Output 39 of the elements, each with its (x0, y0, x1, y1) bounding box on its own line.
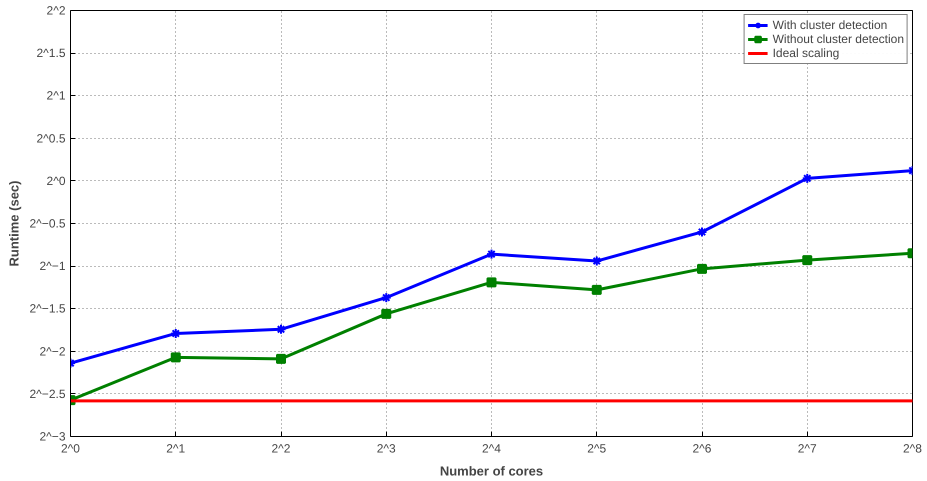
point (591, 256, 602, 267)
legend-label: Ideal scaling (772, 46, 840, 60)
point (486, 277, 496, 288)
y-tick-label: 2^−2.5 (30, 386, 66, 401)
x-axis-title: Number of cores (440, 464, 544, 478)
y-axis-title: Runtime (sec) (6, 180, 22, 266)
point (381, 308, 392, 319)
y-tick-label: 2^0 (46, 174, 66, 188)
y-tick-label: 2^1.5 (36, 46, 66, 60)
point (276, 354, 286, 364)
x-tick-label: 2^0 (61, 442, 80, 456)
point (276, 324, 286, 335)
y-tick-label: 2^2 (46, 4, 66, 18)
y-tick-label: 2^−0.5 (30, 216, 66, 230)
y-tick-label: 2^−1.5 (30, 302, 66, 316)
x-tick-label: 2^8 (903, 442, 922, 456)
point (380, 292, 392, 304)
y-tick-label: 2^−3 (40, 430, 66, 444)
legend-label: Without cluster detection (772, 32, 904, 46)
x-tick-label: 2^4 (482, 442, 502, 456)
point (697, 264, 707, 274)
point (170, 352, 181, 362)
x-tick-label: 2^7 (798, 442, 818, 456)
point (170, 328, 182, 339)
point (802, 172, 813, 184)
legend-label: With cluster detection (772, 18, 888, 32)
y-tick-label: 2^−1 (40, 259, 66, 274)
x-tick-label: 2^1 (166, 442, 186, 456)
point (696, 226, 708, 238)
point (592, 284, 602, 295)
x-tick-label: 2^2 (272, 442, 291, 456)
y-tick-label: 2^−2 (40, 344, 66, 358)
point (486, 248, 497, 260)
y-tick-label: 2^0.5 (36, 131, 66, 146)
y-tick-label: 2^1 (46, 88, 66, 103)
x-tick-label: 2^5 (587, 442, 607, 456)
x-tick-label: 2^3 (376, 442, 396, 456)
point (802, 255, 812, 266)
x-tick-label: 2^6 (692, 442, 712, 456)
